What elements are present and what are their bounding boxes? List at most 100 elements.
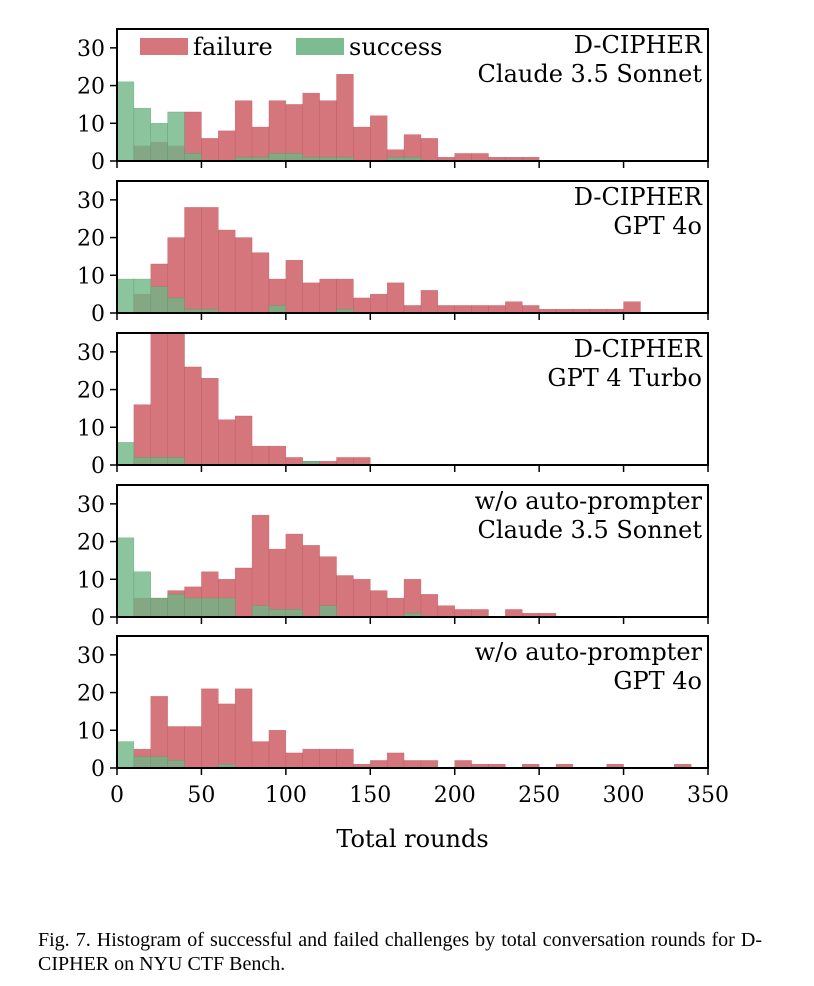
failure-bar	[285, 752, 303, 769]
panel-title-line: D-CIPHER	[574, 335, 703, 363]
success-bar	[116, 442, 135, 466]
y-tick-label: 30	[77, 189, 105, 214]
success-bar	[167, 297, 185, 314]
failure-bar	[268, 548, 287, 618]
failure-bar	[302, 282, 320, 314]
failure-bar	[420, 760, 439, 769]
failure-bar	[386, 597, 405, 618]
failure-bar	[234, 688, 253, 769]
failure-bar	[403, 579, 422, 618]
axes-frame	[116, 180, 709, 314]
failure-bar	[319, 748, 337, 769]
success-bar	[268, 305, 287, 314]
failure-bar	[471, 305, 489, 314]
failure-bar	[150, 332, 168, 466]
success-bar	[184, 597, 202, 618]
failure-bar	[251, 126, 270, 162]
x-tick-label: 50	[187, 783, 215, 808]
success-bar	[268, 153, 287, 162]
y-tick-label: 0	[91, 454, 105, 479]
y-tick-label: 20	[77, 682, 105, 707]
y-tick-label: 20	[77, 531, 105, 556]
failure-bar	[403, 760, 422, 769]
failure-bar	[201, 378, 219, 466]
success-bar	[116, 81, 135, 162]
failure-bar	[234, 100, 253, 162]
x-tick-label: 300	[603, 783, 645, 808]
failure-bar	[505, 301, 523, 314]
failure-bar	[319, 278, 337, 314]
failure-bar	[454, 153, 472, 162]
histogram-figure: 0 10 20 30 D-CIPHER Claude 3.5 Sonnet failure s…	[77, 28, 729, 853]
failure-bar	[201, 688, 219, 769]
panel-title-line: Claude 3.5 Sonnet	[478, 60, 703, 88]
success-bar	[150, 597, 168, 618]
success-bar	[150, 756, 168, 769]
success-bar	[116, 537, 135, 618]
failure-bar	[336, 278, 354, 314]
failure-bar	[623, 301, 641, 314]
failure-bar	[218, 703, 236, 769]
success-bar	[167, 760, 185, 769]
success-bar	[184, 153, 202, 162]
y-tick-label: 20	[77, 75, 105, 100]
failure-bar	[437, 605, 455, 618]
success-bar	[133, 571, 152, 618]
panel-title-line: GPT 4o	[613, 212, 702, 240]
failure-bar	[420, 138, 439, 162]
failure-bar	[505, 609, 523, 618]
panel-title-line: w/o auto-prompter	[475, 487, 703, 515]
failure-bar	[353, 126, 371, 162]
y-tick-label: 10	[77, 719, 105, 744]
failure-bar	[403, 305, 422, 314]
failure-bar	[218, 229, 236, 314]
failure-bar	[285, 457, 303, 466]
failure-bar	[437, 305, 455, 314]
failure-bar	[386, 752, 405, 769]
success-legend-label: success	[349, 33, 443, 61]
success-legend-swatch	[296, 38, 344, 55]
failure-bar	[488, 305, 506, 314]
y-tick-label: 0	[91, 150, 105, 175]
failure-bar	[370, 293, 388, 314]
x-tick-label: 200	[434, 783, 476, 808]
panel-title-line: w/o auto-prompter	[475, 638, 703, 666]
success-bar	[150, 286, 168, 314]
success-bar	[150, 457, 168, 466]
success-bar	[319, 605, 337, 618]
success-bar	[167, 111, 185, 162]
failure-bar	[370, 760, 388, 769]
failure-bar	[319, 100, 337, 162]
failure-bar	[201, 207, 219, 314]
panel-title-line: D-CIPHER	[574, 31, 703, 59]
x-tick-label: 0	[110, 783, 124, 808]
y-tick-label: 20	[77, 379, 105, 404]
failure-bar	[285, 533, 303, 618]
failure-bar	[370, 115, 388, 162]
failure-bar	[353, 297, 371, 314]
y-tick-label: 0	[91, 757, 105, 782]
success-bar	[251, 605, 270, 618]
failure-bar	[386, 282, 405, 314]
failure-bar	[184, 366, 202, 466]
axes-frame	[116, 332, 709, 466]
failure-bar	[454, 305, 472, 314]
failure-bar	[234, 237, 253, 314]
x-axis-title: Total rounds	[336, 825, 488, 853]
axes-frame	[116, 635, 709, 769]
success-bar	[285, 609, 303, 618]
failure-bar	[336, 457, 354, 466]
figure-caption: Fig. 7. Histogram of successful and fail…	[38, 929, 762, 975]
failure-bar	[353, 457, 371, 466]
y-tick-label: 30	[77, 493, 105, 518]
failure-bar	[133, 404, 152, 466]
axes-frame	[116, 484, 709, 618]
y-tick-label: 0	[91, 606, 105, 631]
y-tick-label: 10	[77, 416, 105, 441]
success-bar	[133, 278, 152, 314]
y-tick-label: 20	[77, 227, 105, 252]
y-tick-label: 30	[77, 341, 105, 366]
